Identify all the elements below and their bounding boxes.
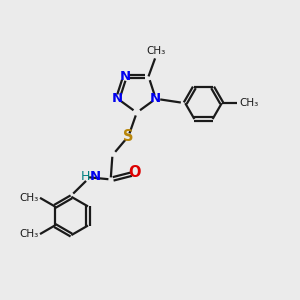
Text: N: N bbox=[112, 92, 123, 105]
Text: CH₃: CH₃ bbox=[19, 229, 38, 239]
Text: N: N bbox=[119, 70, 130, 83]
Text: N: N bbox=[90, 170, 101, 183]
Text: N: N bbox=[150, 92, 161, 105]
Text: O: O bbox=[128, 166, 141, 181]
Text: CH₃: CH₃ bbox=[19, 193, 38, 203]
Text: CH₃: CH₃ bbox=[240, 98, 259, 108]
Text: H: H bbox=[80, 170, 90, 183]
Text: S: S bbox=[123, 129, 134, 144]
Text: CH₃: CH₃ bbox=[146, 46, 165, 56]
